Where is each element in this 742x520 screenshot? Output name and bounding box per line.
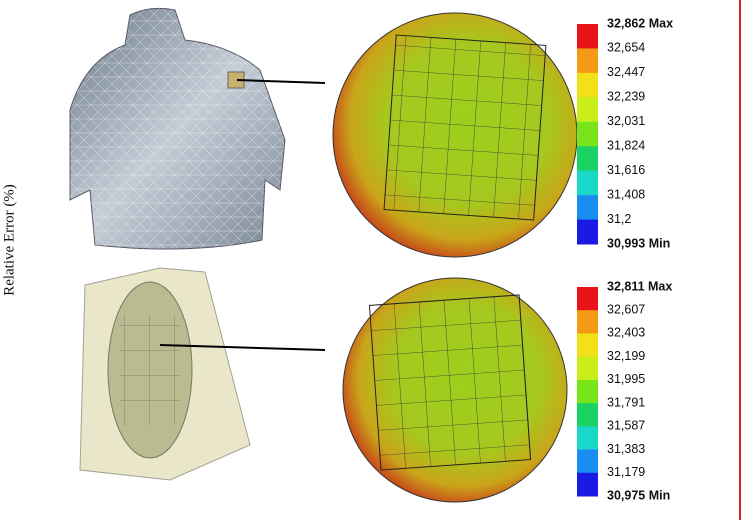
legend-label: 32,447 — [607, 65, 645, 79]
legend-label: 31,383 — [607, 442, 645, 456]
legend-swatch — [577, 24, 598, 49]
legend-label: 31,824 — [607, 139, 645, 153]
legend-swatch — [577, 473, 598, 497]
legend-label: 31,587 — [607, 419, 645, 433]
legend-swatch — [577, 310, 598, 334]
legend-label: 32,862 Max — [607, 16, 673, 30]
legend-label: 31,408 — [607, 187, 645, 201]
legend-label: 32,239 — [607, 90, 645, 104]
legend-label: 31,2 — [607, 212, 631, 226]
legend-swatch — [577, 426, 598, 450]
legend-label: 30,993 Min — [607, 236, 670, 250]
legend-swatch — [577, 357, 598, 381]
legend-swatch — [577, 450, 598, 474]
axis-label: Relative Error (%) — [1, 184, 17, 296]
result-disc — [343, 278, 567, 502]
legend-label: 32,607 — [607, 303, 645, 317]
legend-swatch — [577, 287, 598, 311]
legend-label: 31,995 — [607, 372, 645, 386]
legend-swatch — [577, 48, 598, 73]
legend-swatch — [577, 73, 598, 98]
legend-label: 32,654 — [607, 41, 645, 55]
legend-swatch — [577, 220, 598, 245]
legend-label: 32,811 Max — [607, 279, 672, 293]
legend-label: 30,975 Min — [607, 488, 670, 502]
legend-swatch — [577, 403, 598, 427]
torso — [70, 8, 285, 249]
legend-swatch — [577, 380, 598, 404]
figure: Relative Error (%) 32,862 Max 32,654 32,44… — [0, 0, 742, 520]
legend-swatch — [577, 146, 598, 171]
phantom-box — [80, 268, 250, 480]
legend-label: 32,199 — [607, 349, 645, 363]
legend-swatch — [577, 97, 598, 122]
legend-label: 31,179 — [607, 465, 645, 479]
legend-label: 32,031 — [607, 114, 645, 128]
legend-label: 31,791 — [607, 395, 645, 409]
legend-label: 31,616 — [607, 163, 645, 177]
legend-label: 32,403 — [607, 326, 645, 340]
result-disc — [333, 13, 577, 257]
legend-swatch — [577, 333, 598, 357]
legend-swatch — [577, 122, 598, 147]
legend-swatch — [577, 171, 598, 196]
legend-swatch — [577, 195, 598, 220]
